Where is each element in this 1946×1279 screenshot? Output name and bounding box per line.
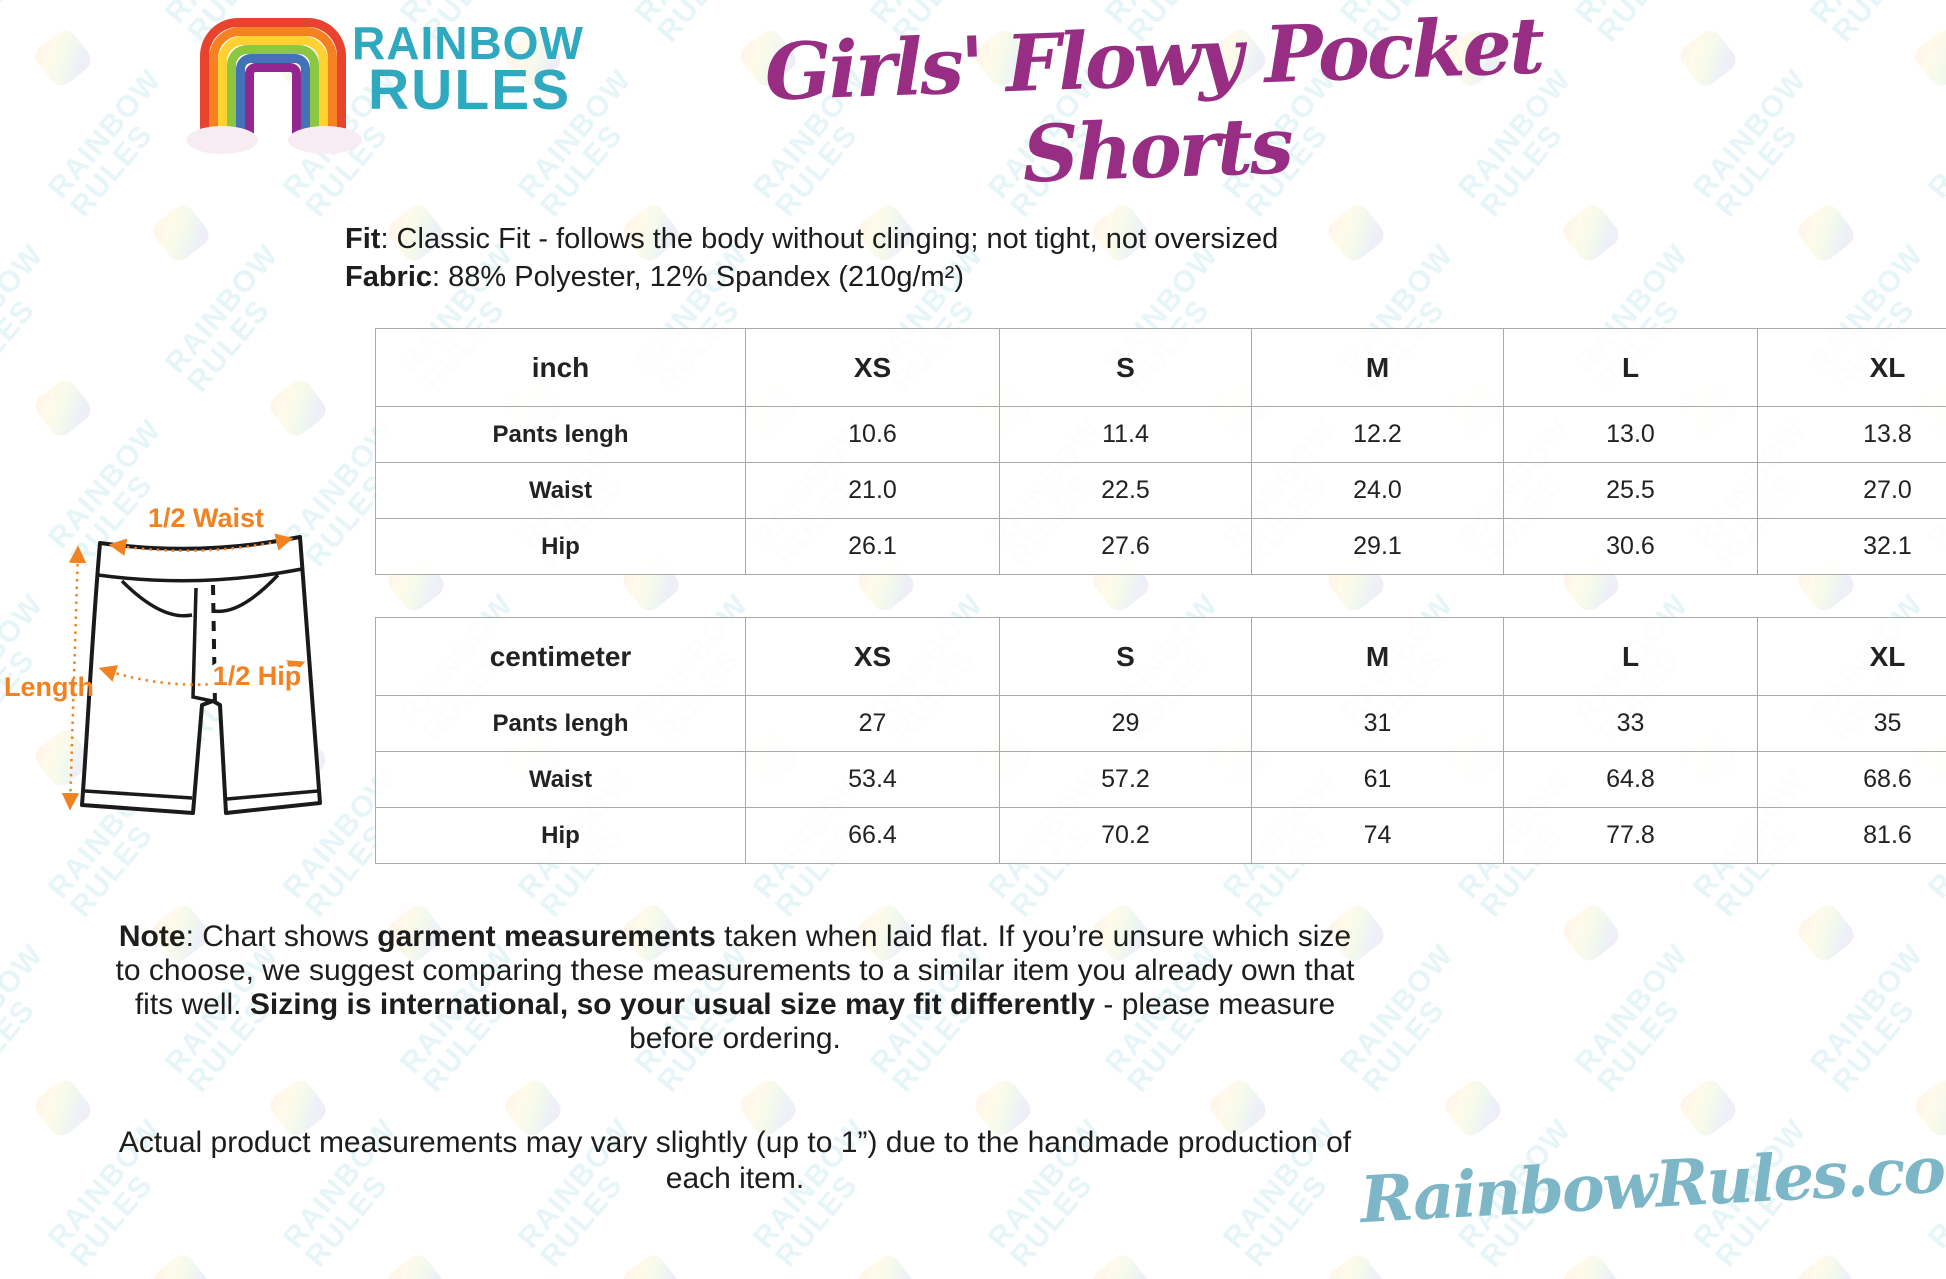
row-label-cell: Waist	[375, 462, 746, 519]
fabric-text: : 88% Polyester, 12% Spandex (210g/m²)	[432, 261, 964, 293]
hem-lines	[84, 789, 319, 801]
value-cell: 33	[1503, 695, 1758, 752]
half-waist-label: 1/2 Waist	[148, 505, 264, 533]
value-cell: 11.4	[999, 406, 1252, 463]
website-link[interactable]: RainbowRules.com	[1358, 1129, 1946, 1239]
value-cell: 22.5	[999, 462, 1252, 519]
unit-header-cell: centimeter	[375, 617, 746, 696]
size-header-cell: XS	[745, 617, 1000, 696]
length-measure-line	[61, 545, 87, 811]
row-label-cell: Pants lengh	[375, 695, 746, 752]
note-segment: taken when laid flat. If you’re unsure w…	[115, 920, 1355, 1021]
pocket-left-line	[120, 579, 193, 618]
size-header-cell: M	[1251, 617, 1504, 696]
brand-name-line2: RULES	[368, 58, 572, 123]
value-cell: 27.0	[1757, 462, 1946, 519]
unit-header-cell: inch	[375, 328, 746, 407]
shorts-measurement-diagram: 1/2 Waist Length 1/2 Hip	[4, 505, 322, 815]
note-segment: Sizing is international, so your usual s…	[249, 988, 1096, 1021]
value-cell: 27.6	[999, 518, 1252, 575]
value-cell: 32.1	[1757, 518, 1946, 575]
size-header-cell: XL	[1757, 328, 1946, 407]
table-row: Hip 66.4 70.2 74 77.8 81.6	[375, 807, 1946, 864]
value-cell: 13.0	[1503, 406, 1758, 463]
size-header-cell: L	[1503, 617, 1758, 696]
size-table-header-row: inch XS S M L XL	[375, 328, 1946, 407]
value-cell: 64.8	[1503, 751, 1758, 808]
value-cell: 70.2	[999, 807, 1252, 864]
value-cell: 29.1	[1251, 518, 1504, 575]
table-row: Pants lengh 27 29 31 33 35	[375, 695, 1946, 752]
value-cell: 61	[1251, 751, 1504, 808]
fit-label: Fit	[345, 223, 381, 255]
length-label: Length	[4, 672, 94, 702]
value-cell: 53.4	[745, 751, 1000, 808]
size-header-cell: M	[1251, 328, 1504, 407]
fit-text: : Classic Fit - follows the body without…	[380, 223, 1279, 255]
value-cell: 26.1	[745, 518, 1000, 575]
rainbow-logo-icon	[186, 18, 362, 154]
value-cell: 21.0	[745, 462, 1000, 519]
value-cell: 10.6	[745, 406, 1000, 463]
value-cell: 29	[999, 695, 1252, 752]
row-label-cell: Hip	[375, 807, 746, 864]
row-label-cell: Hip	[375, 518, 746, 575]
size-header-cell: XS	[745, 328, 1000, 407]
size-table-header-row: centimeter XS S M L XL	[375, 617, 1946, 696]
brand-name: RAINBOW RULES	[352, 17, 584, 123]
size-header-cell: S	[999, 617, 1252, 696]
value-cell: 66.4	[745, 807, 1000, 864]
value-cell: 81.6	[1757, 807, 1946, 864]
page-title: Girls' Flowy Pocket Shorts	[763, 0, 1544, 201]
value-cell: 25.5	[1503, 462, 1758, 519]
fit-line: Fit: Classic Fit - follows the body with…	[345, 220, 1278, 258]
size-header-cell: XL	[1757, 617, 1946, 696]
note-segment: garment measurements	[377, 920, 716, 953]
row-label-cell: Waist	[375, 751, 746, 808]
size-table-centimeter: centimeter XS S M L XL Pants lengh 27 29 31 33 35 Wa…	[375, 617, 1946, 864]
cloud-left-icon	[186, 126, 258, 154]
value-cell: 24.0	[1251, 462, 1504, 519]
table-row: Hip 26.1 27.6 29.1 30.6 32.1	[375, 518, 1946, 575]
value-cell: 74	[1251, 807, 1504, 864]
fly-dashed-line	[211, 584, 217, 706]
row-label-cell: Pants lengh	[375, 406, 746, 463]
note-segment: Note	[118, 920, 186, 953]
value-cell: 13.8	[1757, 406, 1946, 463]
fabric-line: Fabric: 88% Polyester, 12% Spandex (210g…	[345, 258, 1278, 296]
value-cell: 68.6	[1757, 751, 1946, 808]
value-cell: 12.2	[1251, 406, 1504, 463]
note-segment: : Chart shows	[185, 920, 378, 953]
waistband-line	[97, 567, 303, 583]
fly-line	[191, 587, 213, 703]
handmade-disclaimer: Actual product measurements may vary sli…	[118, 1126, 1352, 1195]
sizing-note: Note: Chart shows garment measurements t…	[105, 920, 1365, 1056]
value-cell: 77.8	[1503, 807, 1758, 864]
brand-name-line1: RAINBOW	[352, 17, 584, 69]
value-cell: 27	[745, 695, 1000, 752]
table-row: Pants lengh 10.6 11.4 12.2 13.0 13.8	[375, 406, 1946, 463]
size-header-cell: L	[1503, 328, 1758, 407]
value-cell: 35	[1757, 695, 1946, 752]
value-cell: 30.6	[1503, 518, 1758, 575]
value-cell: 31	[1251, 695, 1504, 752]
table-row: Waist 21.0 22.5 24.0 25.5 27.0	[375, 462, 1946, 519]
product-info: Fit: Classic Fit - follows the body with…	[345, 220, 1278, 296]
size-header-cell: S	[999, 328, 1252, 407]
table-row: Waist 53.4 57.2 61 64.8 68.6	[375, 751, 1946, 808]
cloud-right-icon	[288, 126, 362, 154]
pocket-right-line	[213, 573, 280, 614]
note-segment: - please measure before ordering.	[629, 988, 1336, 1055]
value-cell: 57.2	[999, 751, 1252, 808]
fabric-label: Fabric	[345, 261, 433, 293]
size-table-inch: inch XS S M L XL Pants lengh 10.6 11.4 12.2 13.0 13…	[375, 328, 1946, 575]
half-hip-label: 1/2 Hip	[213, 661, 302, 691]
